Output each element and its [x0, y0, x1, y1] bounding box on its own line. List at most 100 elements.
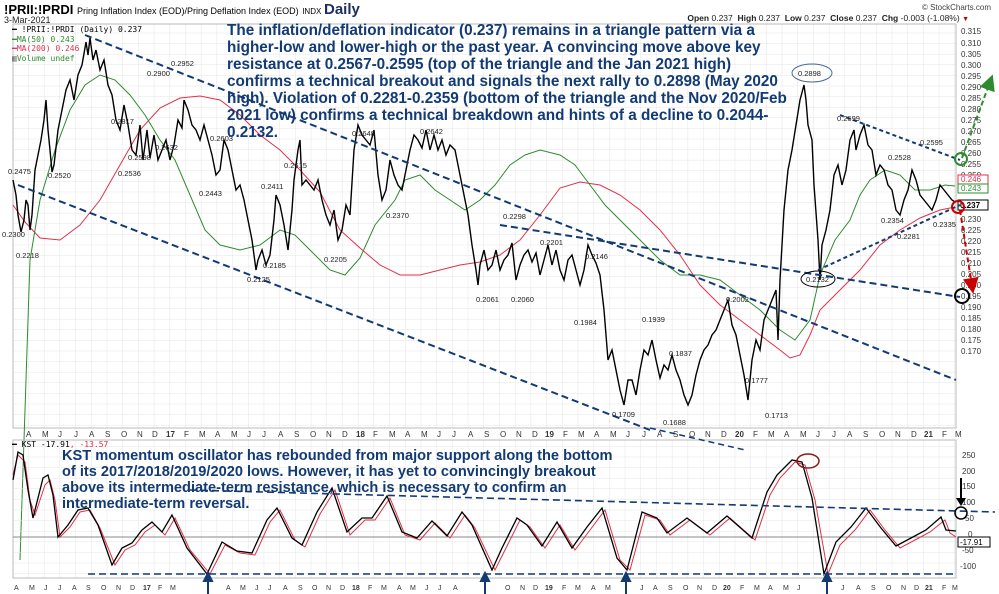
- svg-text:F: F: [563, 430, 568, 439]
- svg-text:0.210: 0.210: [961, 259, 982, 268]
- svg-text:0.2528: 0.2528: [888, 153, 911, 162]
- svg-text:N: N: [516, 430, 522, 439]
- svg-text:0.205: 0.205: [961, 270, 982, 279]
- ma200-line: [12, 95, 956, 359]
- target-circle: [954, 288, 970, 304]
- svg-text:A: A: [468, 430, 474, 439]
- kst-peak-ellipse: [796, 453, 820, 469]
- chg-value: -0.003 (-1.08%): [900, 13, 960, 23]
- svg-text:0.2354: 0.2354: [881, 216, 904, 225]
- svg-text:M: M: [381, 585, 387, 592]
- svg-text:O: O: [886, 585, 892, 592]
- svg-text:0.285: 0.285: [961, 94, 982, 103]
- svg-text:21: 21: [925, 585, 933, 592]
- svg-text:0.2443: 0.2443: [199, 189, 222, 198]
- svg-text:F: F: [158, 585, 162, 592]
- svg-text:M: M: [610, 430, 617, 439]
- svg-text:0.2632: 0.2632: [155, 143, 178, 152]
- svg-text:O: O: [312, 585, 318, 592]
- svg-text:A: A: [405, 430, 411, 439]
- svg-text:M: M: [389, 430, 396, 439]
- svg-text:0.1939: 0.1939: [642, 315, 665, 324]
- svg-text:0.2125: 0.2125: [247, 275, 270, 284]
- svg-text:A: A: [14, 585, 19, 592]
- kst-signal-value: , -13.57: [69, 440, 109, 449]
- svg-text:0.1777: 0.1777: [745, 376, 768, 385]
- svg-text:A: A: [26, 430, 32, 439]
- svg-text:J: J: [438, 585, 442, 592]
- svg-text:0.2900: 0.2900: [147, 69, 170, 78]
- svg-text:0.225: 0.225: [961, 226, 982, 235]
- svg-text:A: A: [594, 430, 600, 439]
- svg-text:0.2205: 0.2205: [324, 255, 347, 264]
- svg-text:0.1709: 0.1709: [612, 410, 635, 419]
- triangle-top-line: [839, 114, 961, 161]
- svg-text:N: N: [326, 585, 331, 592]
- svg-text:J: J: [44, 585, 48, 592]
- svg-text:M: M: [768, 430, 775, 439]
- low-value: 0.237: [804, 13, 826, 23]
- svg-text:N: N: [137, 430, 143, 439]
- price-y-axis: 0.315 0.310 0.305 0.300 0.295 0.290 0.285 0.28…: [961, 27, 982, 356]
- svg-text:J: J: [262, 430, 266, 439]
- svg-text:0.300: 0.300: [961, 61, 982, 70]
- svg-text:M: M: [240, 585, 246, 592]
- svg-text:M: M: [783, 585, 789, 592]
- svg-text:J: J: [247, 430, 251, 439]
- svg-text:O: O: [689, 430, 695, 439]
- svg-text:A: A: [72, 585, 77, 592]
- svg-text:0.1837: 0.1837: [669, 349, 692, 358]
- svg-text:F: F: [373, 430, 378, 439]
- svg-text:M: M: [605, 585, 611, 592]
- svg-text:A: A: [653, 585, 658, 592]
- svg-text:0.305: 0.305: [961, 50, 982, 59]
- legend-price: ━ !PRII:!PRDI (Daily) 0.237: [12, 25, 143, 34]
- svg-text:250: 250: [962, 451, 976, 460]
- svg-text:0.2298: 0.2298: [503, 212, 526, 221]
- svg-text:D: D: [914, 585, 919, 592]
- svg-text:0.315: 0.315: [961, 27, 982, 36]
- svg-text:D: D: [152, 430, 158, 439]
- open-value: 0.237: [711, 13, 733, 23]
- symbol-description: Pring Inflation Index (EOD)/Pring Deflat…: [76, 6, 299, 16]
- svg-text:20: 20: [735, 430, 744, 439]
- svg-text:0.310: 0.310: [961, 39, 982, 48]
- price-annotation: The inflation/deflation indicator (0.237…: [227, 22, 787, 141]
- svg-text:D: D: [130, 585, 135, 592]
- triangle-bottom-line: [817, 204, 961, 271]
- svg-text:F: F: [740, 585, 744, 592]
- svg-text:O: O: [310, 430, 316, 439]
- svg-text:0.2898: 0.2898: [798, 69, 821, 78]
- svg-text:0.2281: 0.2281: [897, 232, 920, 241]
- svg-text:O: O: [101, 585, 107, 592]
- svg-text:0.255: 0.255: [961, 160, 982, 169]
- svg-text:D: D: [721, 430, 727, 439]
- svg-text:0.2061: 0.2061: [476, 295, 499, 304]
- kst-low-arrows: [202, 570, 833, 594]
- svg-text:J: J: [841, 585, 845, 592]
- svg-text:J: J: [640, 585, 644, 592]
- chart-period: Daily: [324, 1, 360, 18]
- svg-text:N: N: [901, 585, 906, 592]
- legend-ma200: ━MA(200) 0.246: [12, 44, 80, 53]
- svg-text:J: J: [74, 430, 78, 439]
- svg-text:S: S: [484, 430, 489, 439]
- svg-text:S: S: [673, 430, 678, 439]
- svg-text:0.2132: 0.2132: [806, 275, 829, 284]
- svg-text:J: J: [437, 430, 441, 439]
- svg-text:A: A: [768, 585, 773, 592]
- price-line: [12, 37, 956, 407]
- svg-text:J: J: [425, 585, 429, 592]
- svg-text:A: A: [283, 585, 288, 592]
- svg-text:0.290: 0.290: [961, 83, 982, 92]
- svg-text:0.2201: 0.2201: [540, 238, 563, 247]
- kst-resistance-circle: [954, 506, 968, 520]
- svg-text:0.2335: 0.2335: [933, 220, 956, 229]
- svg-text:A: A: [784, 430, 790, 439]
- lower-channel-line: [17, 184, 651, 431]
- high-value: 0.237: [758, 13, 781, 23]
- svg-text:0.2699: 0.2699: [837, 114, 860, 123]
- svg-text:N: N: [697, 585, 702, 592]
- svg-text:M: M: [754, 585, 760, 592]
